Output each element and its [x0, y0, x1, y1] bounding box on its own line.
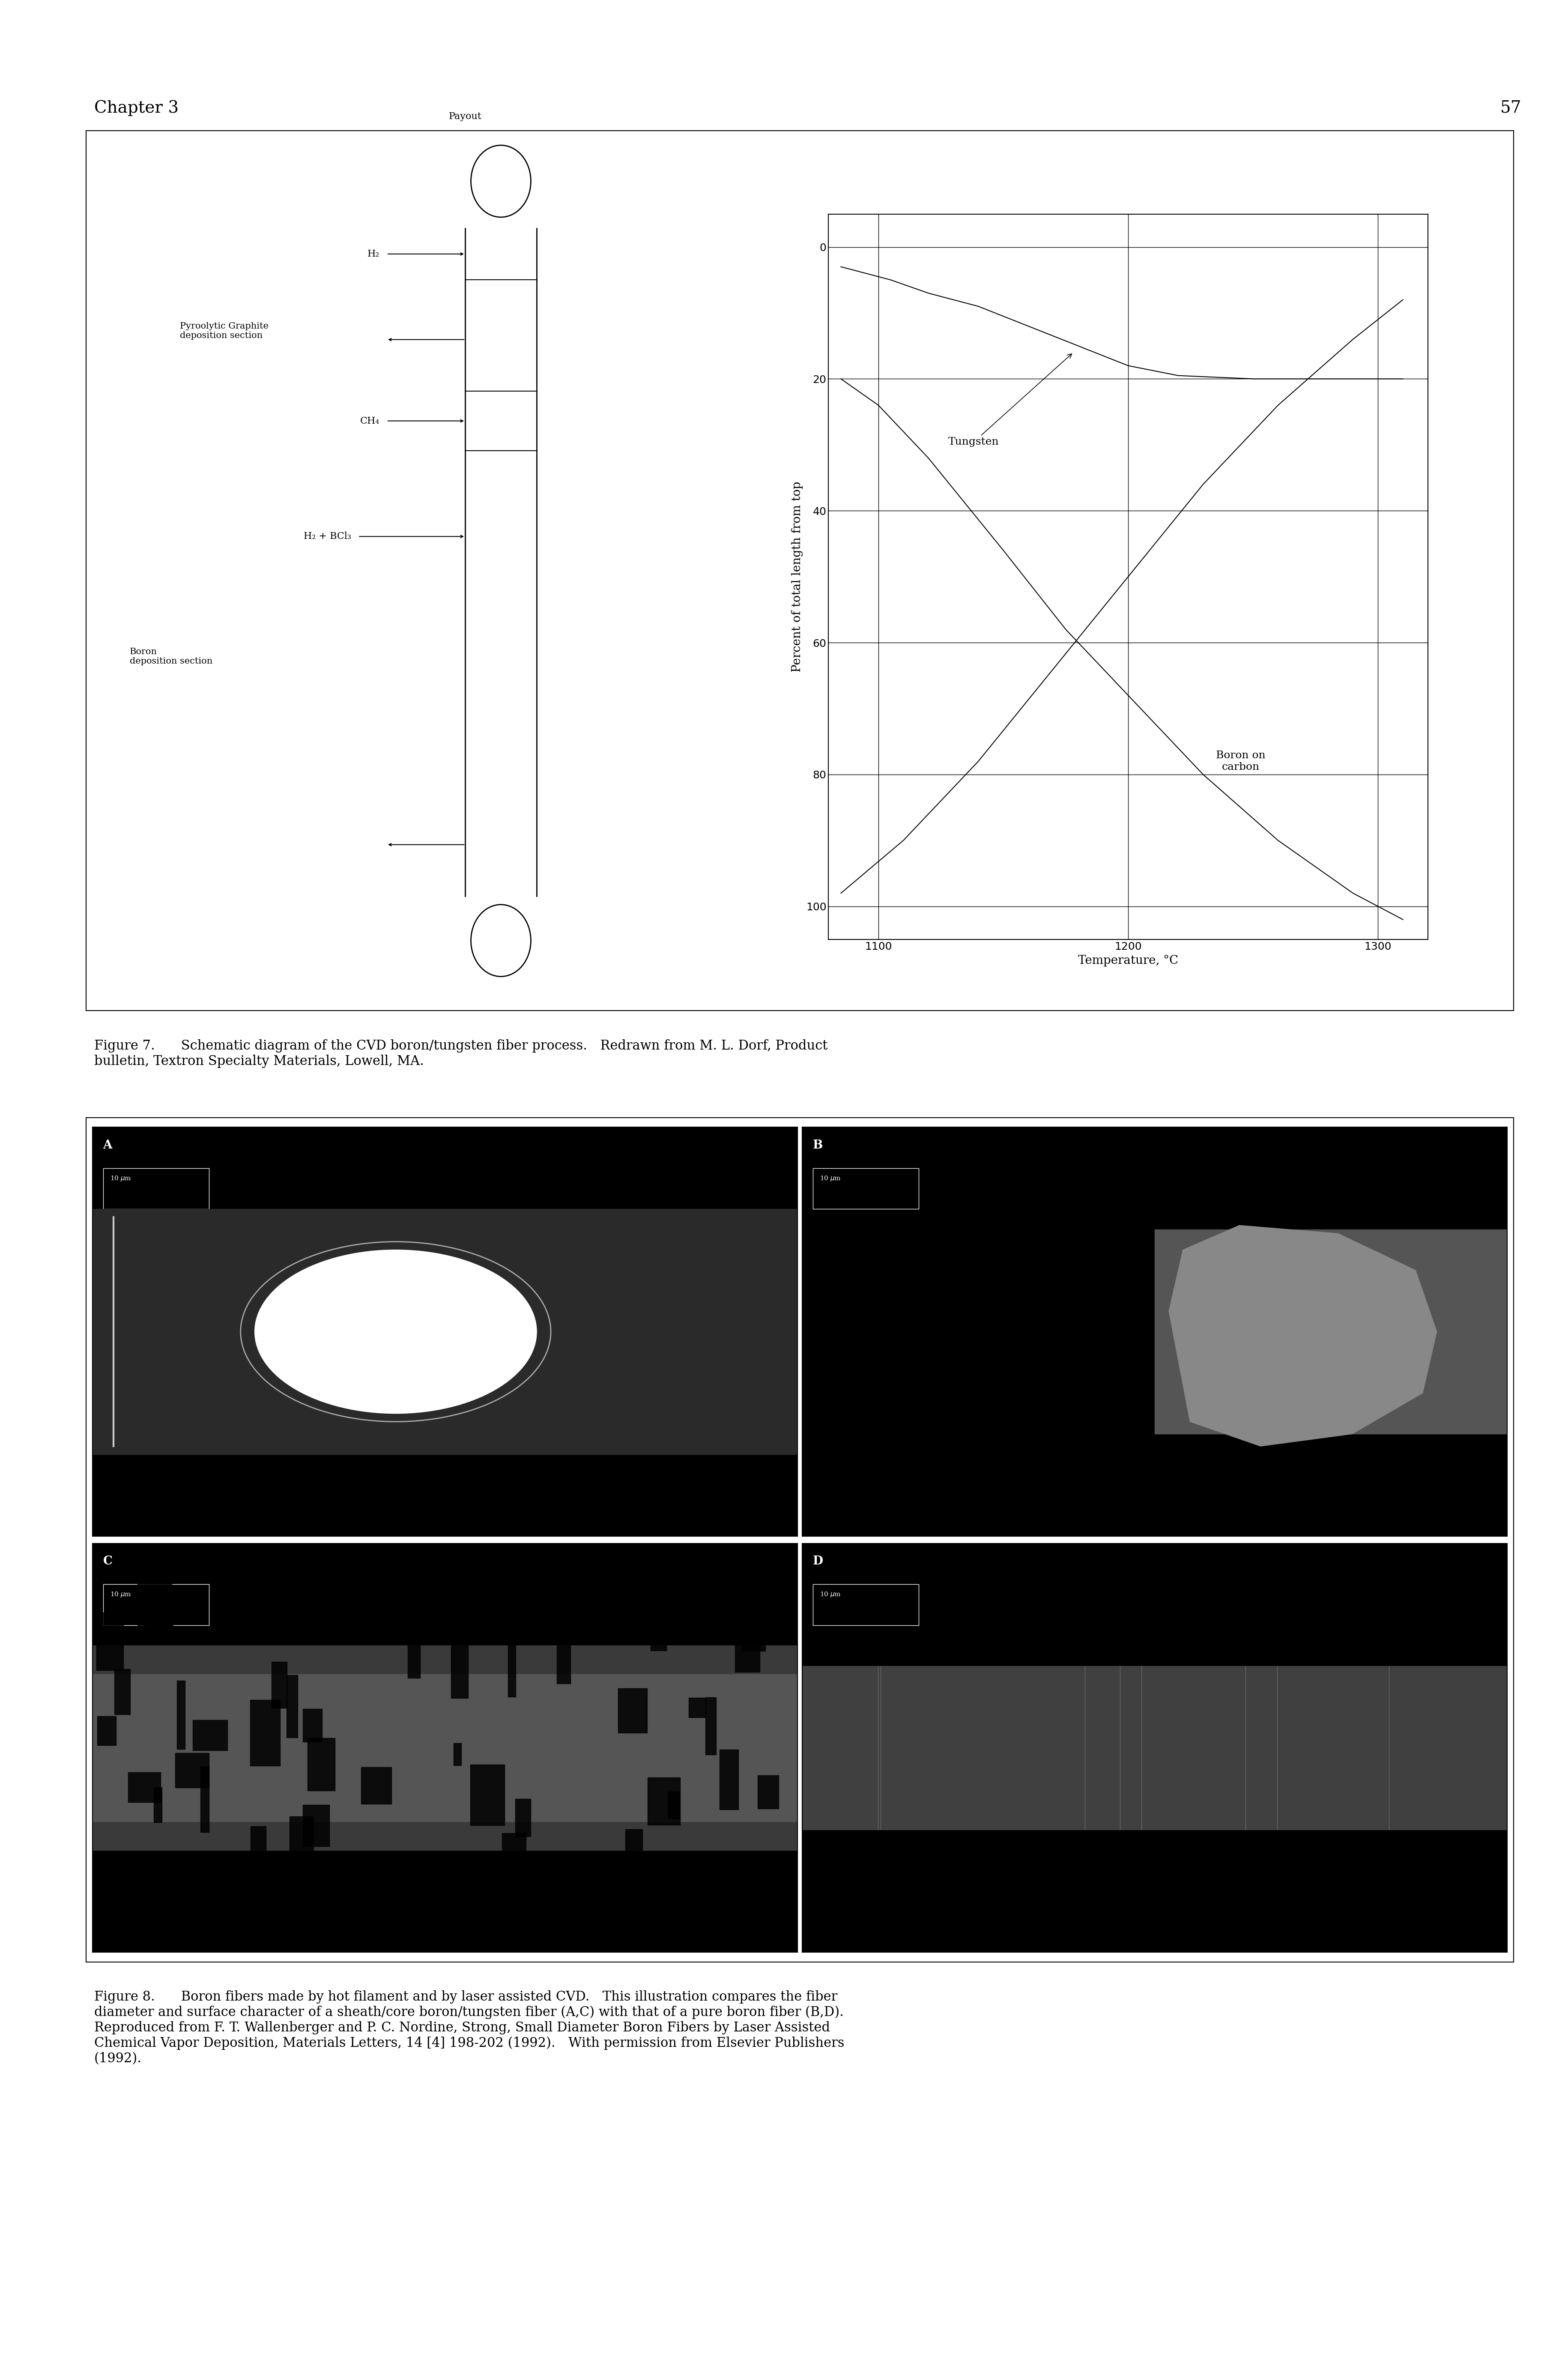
Bar [129, 1772, 162, 1803]
Bar [138, 1574, 172, 1638]
Bar [508, 1624, 516, 1698]
Bar [757, 1774, 778, 1810]
Bar [93, 1674, 797, 1822]
Bar [144, 1600, 172, 1629]
Bar [201, 1767, 209, 1833]
Text: C: C [103, 1555, 113, 1567]
Bar [351, 1586, 379, 1636]
Bar [742, 1581, 765, 1650]
Bar [720, 1750, 739, 1810]
Text: Payout: Payout [448, 112, 481, 121]
Bar [307, 1738, 336, 1791]
Text: H₂: H₂ [367, 250, 379, 259]
Bar [516, 1800, 530, 1836]
Text: Boron on
carbon: Boron on carbon [1215, 751, 1265, 773]
Bar [103, 1168, 209, 1208]
Bar [651, 1629, 666, 1650]
Bar [97, 1717, 116, 1745]
Bar [453, 1743, 461, 1764]
Bar [626, 1829, 643, 1852]
Text: CH₄: CH₄ [361, 416, 379, 426]
Bar [93, 1208, 797, 1455]
Text: B: B [812, 1139, 823, 1151]
Bar [177, 1681, 185, 1748]
Bar [706, 1698, 715, 1755]
Bar [154, 1788, 162, 1822]
Text: A: A [103, 1139, 113, 1151]
Bar [251, 1826, 265, 1852]
Text: 10 $\mu$m: 10 $\mu$m [820, 1591, 840, 1598]
Bar [812, 1584, 919, 1624]
Bar [361, 1767, 392, 1805]
Circle shape [254, 1251, 536, 1413]
Bar [287, 1674, 298, 1738]
Text: Tungsten: Tungsten [949, 354, 1071, 447]
Bar [452, 1627, 469, 1698]
Text: Figure 7.  Schematic diagram of the CVD boron/tungsten fiber process. Redrawn fr: Figure 7. Schematic diagram of the CVD b… [94, 1039, 828, 1068]
Bar [557, 1627, 571, 1684]
Bar [96, 1612, 124, 1669]
Text: H₂ + BCl₃: H₂ + BCl₃ [303, 533, 351, 542]
Bar [193, 1719, 227, 1750]
Bar [289, 1817, 314, 1862]
Bar [812, 1168, 919, 1208]
Bar [502, 1833, 525, 1860]
Bar [114, 1669, 130, 1715]
Bar [103, 1584, 209, 1624]
Polygon shape [1168, 1225, 1436, 1446]
Bar [470, 1764, 505, 1826]
Text: 10 $\mu$m: 10 $\mu$m [110, 1175, 132, 1182]
X-axis label: Temperature, °C: Temperature, °C [1077, 954, 1178, 965]
Text: 10 $\mu$m: 10 $\mu$m [820, 1175, 840, 1182]
Bar [408, 1631, 420, 1679]
Text: 57: 57 [1499, 100, 1521, 117]
Text: 10 $\mu$m: 10 $\mu$m [110, 1591, 132, 1598]
Bar [1154, 1229, 1507, 1434]
Bar [303, 1710, 321, 1741]
Text: D: D [812, 1555, 823, 1567]
Bar [618, 1688, 646, 1734]
Text: Boron
deposition section: Boron deposition section [130, 647, 212, 666]
Y-axis label: Percent of total length from top: Percent of total length from top [792, 480, 803, 673]
Bar [249, 1700, 281, 1767]
Bar [801, 1667, 1507, 1829]
Bar [303, 1805, 329, 1848]
Bar [668, 1791, 679, 1819]
Bar [648, 1776, 681, 1824]
Bar [271, 1662, 287, 1707]
Text: Chapter 3: Chapter 3 [94, 100, 179, 117]
Bar [93, 1646, 797, 1850]
Bar [735, 1605, 759, 1672]
Bar [176, 1753, 209, 1788]
Bar [688, 1698, 706, 1717]
Text: Pyroolytic Graphite
deposition section: Pyroolytic Graphite deposition section [180, 323, 268, 340]
Text: Figure 8.  Boron fibers made by hot filament and by laser assisted CVD. This ill: Figure 8. Boron fibers made by hot filam… [94, 1990, 844, 2064]
